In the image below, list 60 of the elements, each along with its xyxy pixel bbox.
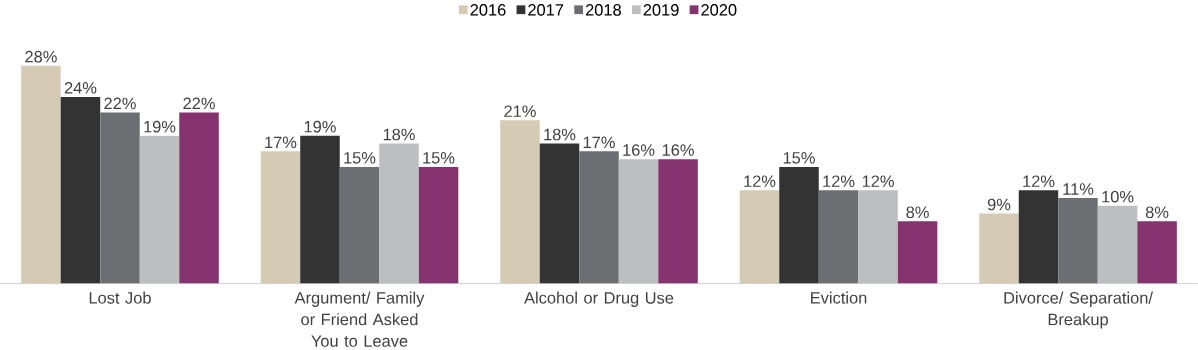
- data-label: 19%: [304, 120, 336, 133]
- bar: [339, 166, 380, 284]
- data-label: 15%: [344, 151, 376, 164]
- bar: [1137, 221, 1177, 284]
- data-label: 8%: [1145, 206, 1169, 218]
- data-label: 16%: [623, 144, 655, 156]
- data-label: 22%: [183, 97, 215, 110]
- bar: [379, 143, 419, 284]
- data-label: 15%: [423, 151, 455, 164]
- bar: [897, 221, 938, 284]
- data-label: 16%: [662, 144, 694, 156]
- data-label: 17%: [583, 136, 615, 148]
- data-label: 19%: [144, 120, 176, 133]
- bar: [1097, 205, 1138, 284]
- bar: [100, 112, 140, 284]
- data-label: 17%: [265, 136, 297, 148]
- bar: [539, 143, 580, 284]
- x-tick-label: Argument/ Family or Friend Asked You to Leave: [294, 291, 425, 347]
- x-tick-label: Divorce/ Separation/ Breakup: [1004, 291, 1153, 329]
- bar: [21, 65, 61, 284]
- x-tick-label: Lost Job: [89, 291, 151, 304]
- data-label: 12%: [823, 175, 855, 187]
- bar: [579, 151, 619, 284]
- data-label: 8%: [906, 206, 929, 218]
- bar: [139, 135, 180, 284]
- data-label: 9%: [987, 198, 1011, 211]
- bar: [260, 151, 301, 284]
- bar: [1018, 190, 1059, 284]
- bar: [818, 190, 859, 284]
- data-label: 15%: [783, 151, 815, 164]
- bar: [300, 135, 340, 284]
- legend-label: 2020: [701, 3, 737, 16]
- data-label: 10%: [1102, 190, 1134, 203]
- x-tick-label: Eviction: [811, 291, 867, 304]
- data-label: 28%: [25, 50, 57, 63]
- bar: [658, 159, 698, 284]
- bar: [739, 190, 780, 284]
- data-label: 12%: [862, 175, 894, 187]
- legend-label: 2016: [470, 3, 506, 16]
- data-label: 12%: [1023, 175, 1055, 187]
- data-label: 21%: [504, 105, 536, 117]
- data-label: 22%: [104, 97, 136, 110]
- legend-label: 2018: [585, 3, 621, 16]
- legend-label: 2017: [528, 3, 564, 16]
- data-label: 18%: [544, 128, 576, 141]
- x-tick-label: Alcohol or Drug Use: [524, 291, 674, 307]
- bar: [179, 112, 219, 284]
- bar: [618, 159, 659, 284]
- data-label: 12%: [744, 175, 776, 187]
- legend-label: 2019: [643, 3, 679, 16]
- data-label: 18%: [383, 128, 415, 141]
- bar: [1058, 197, 1098, 284]
- bar: [418, 166, 459, 284]
- bar: [60, 96, 101, 284]
- data-label: 11%: [1063, 183, 1094, 195]
- bar: [858, 190, 898, 284]
- data-label: 24%: [64, 81, 97, 94]
- bar: [779, 166, 819, 284]
- bar: [500, 120, 540, 284]
- bar: [979, 213, 1019, 284]
